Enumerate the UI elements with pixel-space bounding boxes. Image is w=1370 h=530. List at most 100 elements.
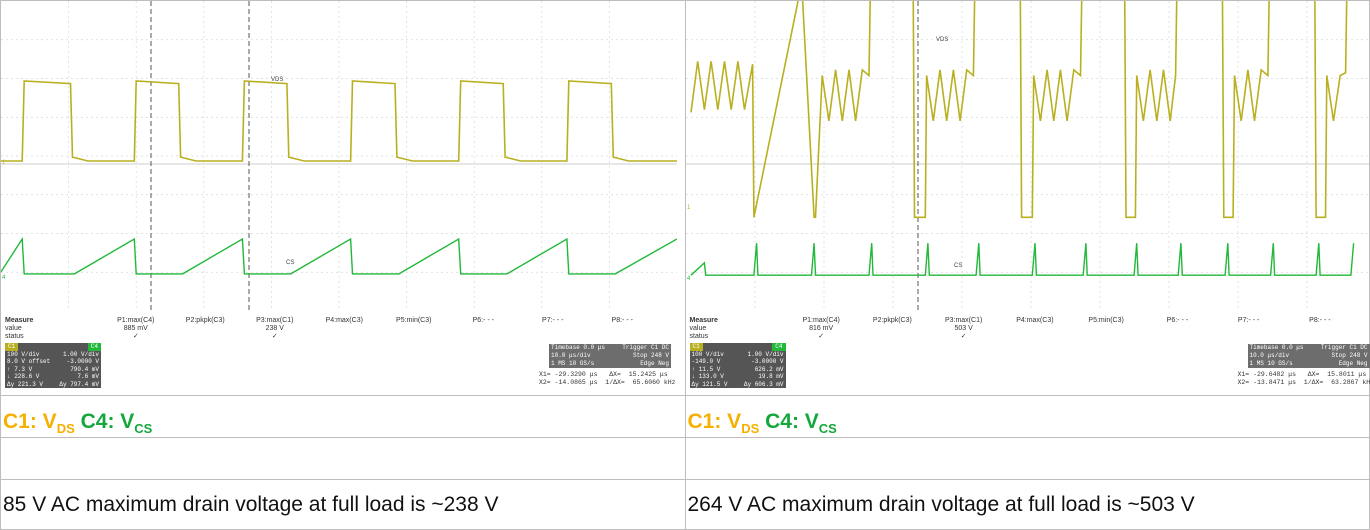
measure-param-value: 885 mV — [101, 325, 171, 333]
c4-label: C4: VCS — [765, 410, 837, 433]
vds-trace — [691, 1, 1370, 217]
measure-param-label: P7:- - - — [1213, 317, 1284, 325]
channel-box-row: -149.0 V-3.0000 V — [690, 358, 786, 366]
measure-row-label: value — [5, 325, 33, 333]
measure-param: P3:max(C1)238 V✓ — [240, 317, 310, 341]
channel-box-row: ↓ 133.0 V 19.8 mV — [690, 373, 786, 381]
right-caption: 264 V AC maximum drain voltage at full l… — [686, 493, 1370, 517]
timebase-left: Timebase 0.0 μs — [551, 344, 605, 352]
c1-text: C1: V — [688, 410, 742, 433]
timebase-left: Timebase 0.0 μs — [1250, 344, 1304, 352]
vds-trace-label: VDS — [271, 77, 283, 83]
channel-box-c1: 100 V/div — [7, 351, 39, 359]
measure-param-label: P4:max(C3) — [999, 317, 1070, 325]
channel-box-c4: 19.8 mV — [758, 373, 783, 381]
timebase-row: Timebase 0.0 μs Trigger C1 DC — [549, 344, 671, 352]
right-caption-cell: 264 V AC maximum drain voltage at full l… — [685, 480, 1370, 530]
measure-param: P4:max(C3) — [999, 317, 1070, 325]
measure-param: P5:min(C3) — [379, 317, 449, 325]
measure-param: P7:- - - — [1213, 317, 1284, 325]
vds-trace-label: VDS — [936, 37, 948, 43]
c1-sub: DS — [57, 421, 75, 436]
timebase-right: Edge Neg — [1339, 360, 1368, 368]
channel-box-c4: 1.00 V/div — [747, 351, 783, 359]
left-caption: 85 V AC maximum drain voltage at full lo… — [1, 493, 685, 517]
channel-box-c1: ↓ 133.0 V — [692, 373, 724, 381]
c4-sub: CS — [134, 421, 152, 436]
measure-param-status: ✓ — [101, 333, 171, 341]
channel-box-c4: 7.6 mV — [77, 373, 99, 381]
c4-text: C4: V — [765, 410, 819, 433]
measure-param-label: P7:- - - — [518, 317, 588, 325]
measure-param-status: ✓ — [928, 333, 999, 341]
measure-row-label: value — [690, 325, 718, 333]
c4-text: C4: V — [81, 410, 135, 433]
measure-param-label: P1:max(C4) — [101, 317, 171, 325]
channel-box-row: 8.0 V offset -3.0000 V — [5, 358, 101, 366]
cs-trace-label: CS — [286, 260, 294, 266]
c4-label: C4: VCS — [81, 410, 153, 433]
right-channel-legend: C1: VDS C4: VCS — [685, 396, 1370, 438]
channel-box-c1: ↓ 228.6 V — [7, 373, 39, 381]
measure-head: Measure — [690, 317, 718, 325]
channel-box-c1: ↑ 7.3 V — [7, 366, 32, 374]
measure-param-label: P5:min(C3) — [1071, 317, 1142, 325]
timebase-row: 10.0 μs/div Stop 248 V — [549, 352, 671, 360]
measure-param-value: 816 mV — [786, 325, 857, 333]
measure-param-label: P8:- - - — [588, 317, 658, 325]
measure-param: P8:- - - — [588, 317, 658, 325]
c4-box-head: C4 — [88, 343, 101, 351]
measure-param: P8:- - - — [1284, 317, 1355, 325]
measure-param: P5:min(C3) — [1071, 317, 1142, 325]
cs-trace — [691, 243, 1354, 275]
timebase-left: 10.0 μs/div — [551, 352, 591, 360]
cursor-readout: X1= -29.3290 μs ΔX= 15.2425 μs X2= -14.0… — [539, 371, 676, 387]
channel-box-c1: Δy 221.3 V — [7, 381, 43, 389]
measure-param-label: P2:pkpk(C3) — [857, 317, 928, 325]
timebase-right: Trigger C1 DC — [622, 344, 669, 352]
channel-box-c4: -3.0000 V — [751, 358, 783, 366]
measure-head: Measure — [5, 317, 33, 325]
channel-box-c1: 8.0 V offset — [7, 358, 50, 366]
right-blank-cell — [685, 438, 1370, 480]
c4-box-head: C4 — [772, 343, 785, 351]
c4-sub: CS — [819, 421, 837, 436]
channel-box-c4: -3.0000 V — [67, 358, 99, 366]
measure-row-label: status — [5, 333, 33, 341]
measure-param-label: P8:- - - — [1284, 317, 1355, 325]
timebase-right: Edge Neg — [640, 360, 669, 368]
channel-box-c1: 100 V/div — [692, 351, 724, 359]
channel-box-c4: Δy 606.3 mV — [744, 381, 784, 389]
c1-marker: 1 — [687, 205, 691, 211]
measure-param: P2:pkpk(C3) — [171, 317, 241, 325]
measure-param-label: P5:min(C3) — [379, 317, 449, 325]
left-blank-cell — [1, 438, 686, 480]
timebase-right: Stop 248 V — [633, 352, 669, 360]
measure-param: P6:- - - — [1142, 317, 1213, 325]
c4-marker: 4 — [2, 275, 6, 281]
measure-param-label: P2:pkpk(C3) — [171, 317, 241, 325]
cursor-readout: X1= -29.6482 μs ΔX= 15.8011 μs X2= -13.8… — [1238, 371, 1370, 387]
c1-text: C1: V — [3, 410, 57, 433]
channel-box-c4: 626.2 mV — [755, 366, 784, 374]
measure-param-status: ✓ — [240, 333, 310, 341]
measure-param-label: P3:max(C1) — [240, 317, 310, 325]
c1-label: C1: VDS — [688, 410, 760, 433]
measure-param-label: P3:max(C1) — [928, 317, 999, 325]
